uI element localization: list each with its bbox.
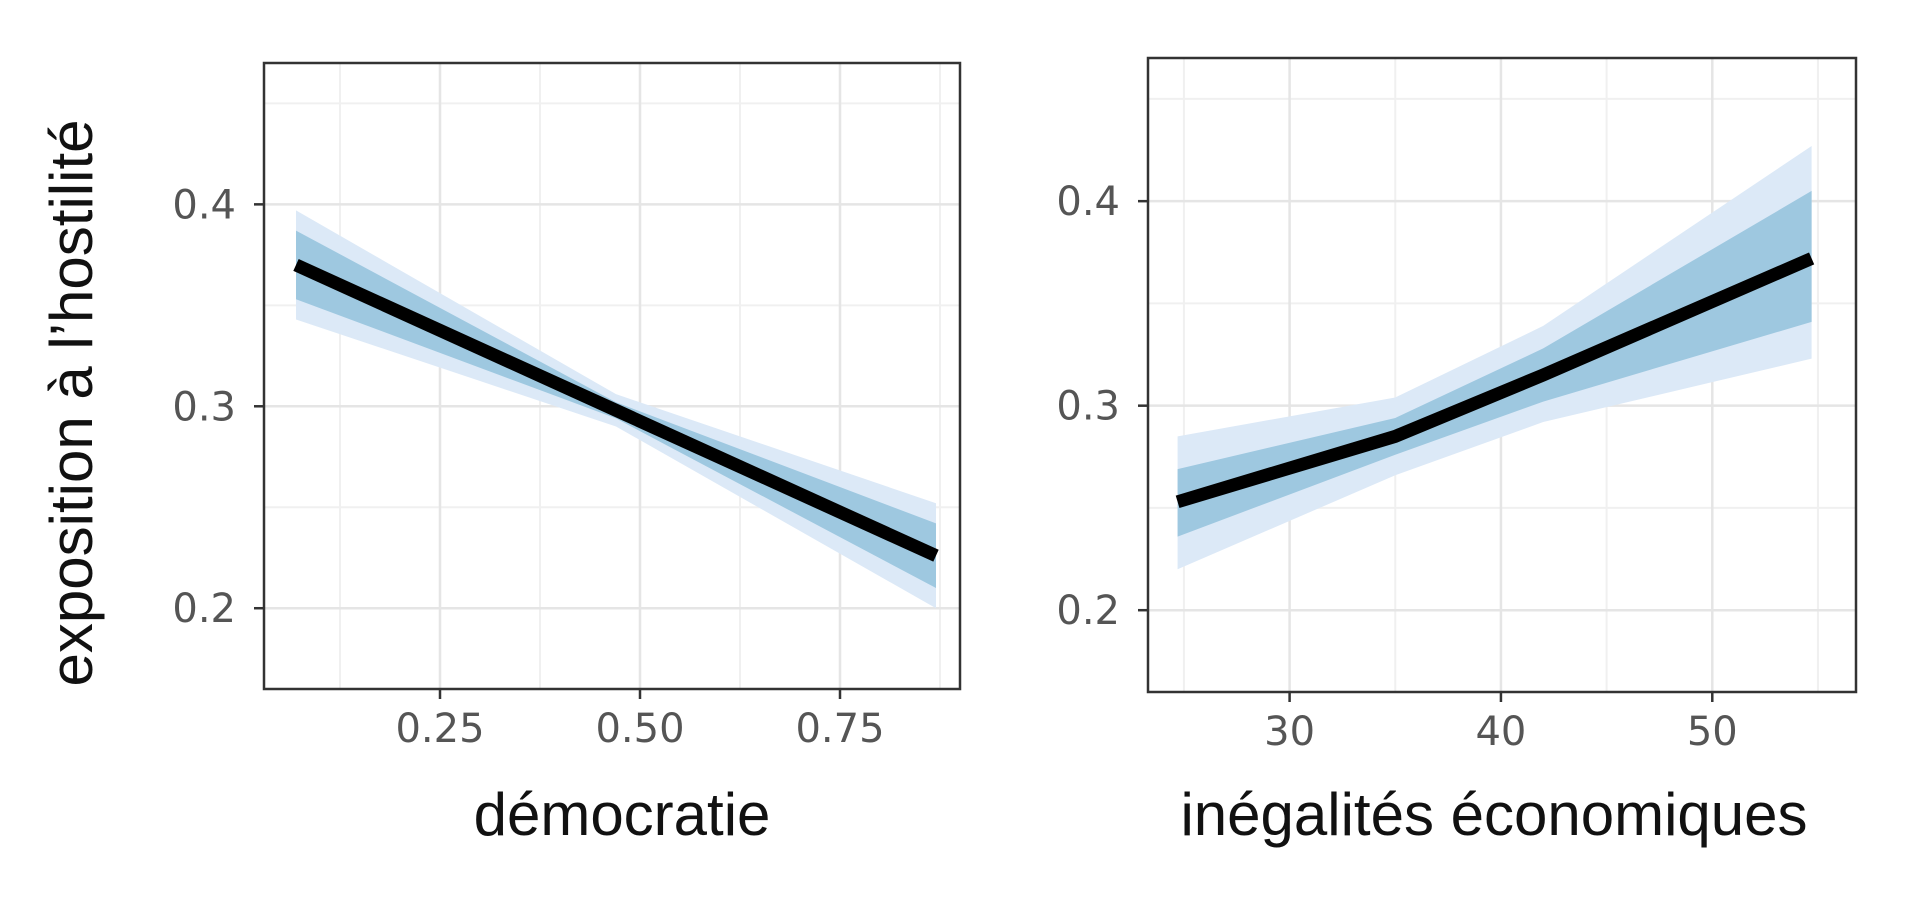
panel-inegalites-economiques: 0.2 0.3 0.4 30 40 50 — [1056, 56, 1858, 755]
y-tick-label: 0.4 — [172, 182, 236, 228]
x-tick-label: 30 — [1264, 709, 1315, 755]
x-axis-title-democratie: démocratie — [474, 781, 771, 848]
x-tick-label: 50 — [1687, 709, 1738, 755]
y-tick-label: 0.2 — [1056, 588, 1120, 634]
x-tick-label: 0.50 — [595, 706, 684, 752]
y-tick-label: 0.3 — [1056, 384, 1120, 430]
y-tick-label: 0.3 — [172, 384, 236, 430]
y-axis-title: exposition à l’hostilité — [38, 120, 105, 687]
x-tick-label: 0.25 — [395, 706, 484, 752]
confidence-band-outer — [1177, 145, 1812, 570]
fitted-line — [1175, 252, 1815, 509]
y-tick-label: 0.2 — [172, 586, 236, 632]
x-axis-title-inegalites: inégalités économiques — [1180, 781, 1807, 848]
x-tick-label: 0.75 — [795, 706, 884, 752]
panel-democratie: 0.2 0.3 0.4 0.25 0.50 0.75 — [172, 61, 962, 752]
y-tick-label: 0.4 — [1056, 179, 1120, 225]
x-tick-label: 40 — [1475, 709, 1526, 755]
panel-frame — [262, 61, 962, 691]
fitted-line — [293, 259, 939, 562]
